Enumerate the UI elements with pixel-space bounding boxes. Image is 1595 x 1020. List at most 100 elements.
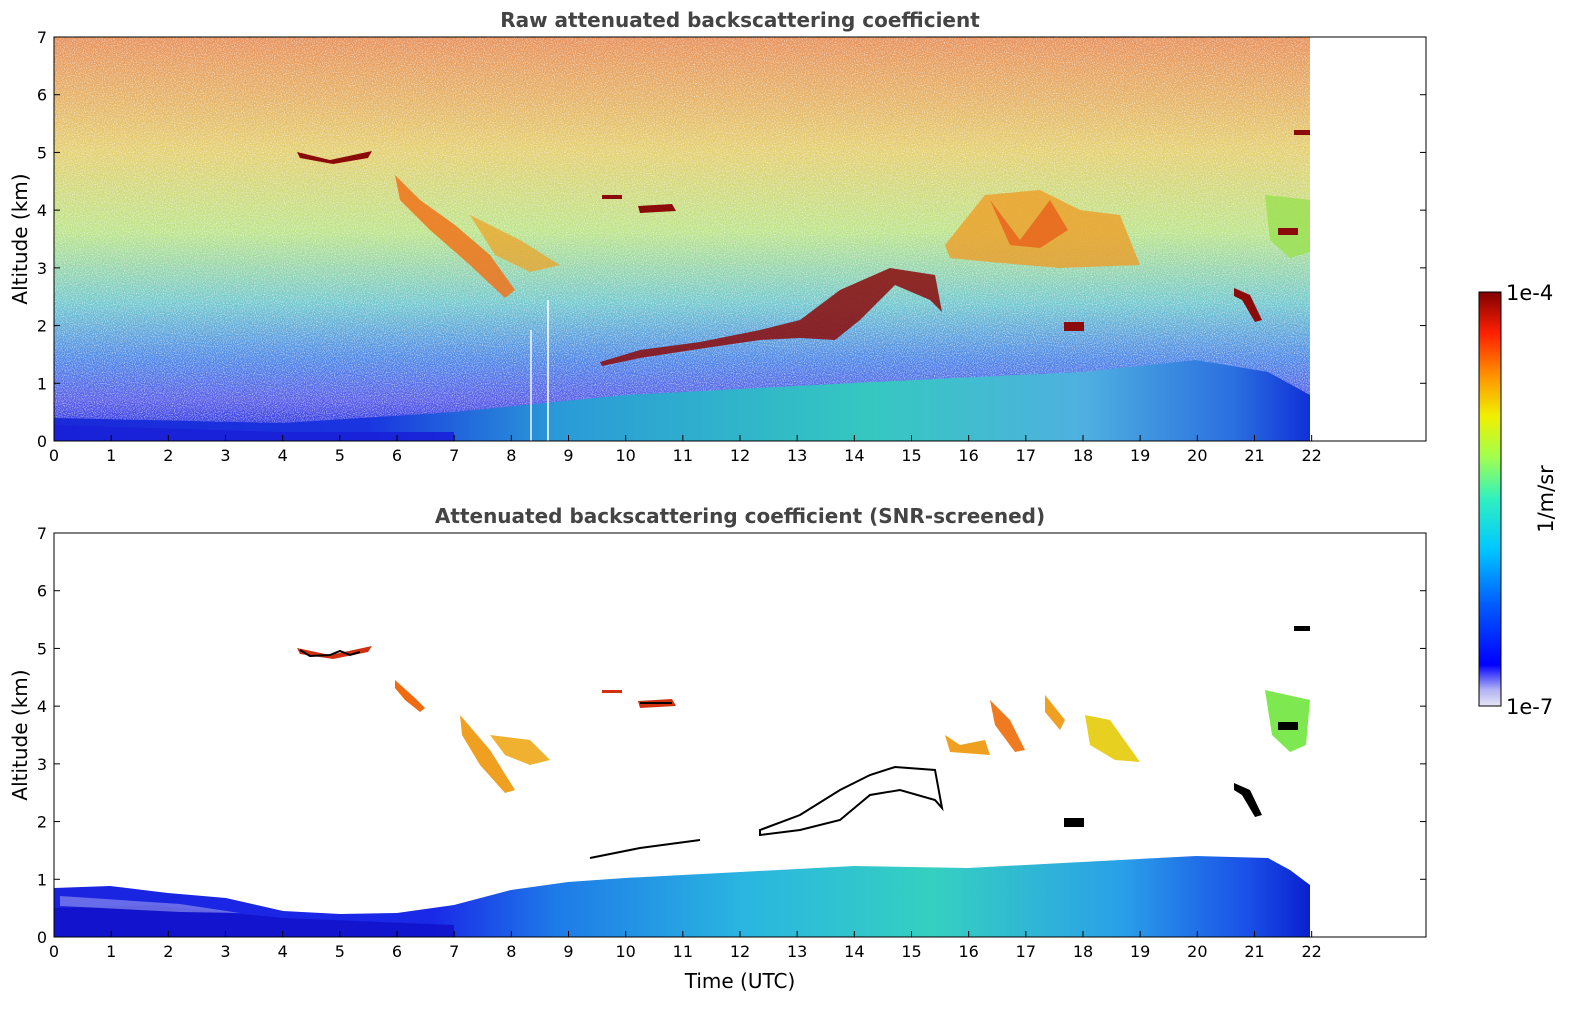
raw-cloud-virga-left xyxy=(395,175,515,298)
raw-ylabel: Altitude (km) xyxy=(8,173,32,304)
raw-cloud-5-3km xyxy=(1294,130,1310,135)
x-tick-label: 20 xyxy=(1187,446,1207,465)
raw-cloud-virga-right-b xyxy=(990,200,1068,248)
y-tick-label: 2 xyxy=(37,813,47,832)
x-tick-label: 10 xyxy=(615,446,635,465)
raw-cloud-rising-layer xyxy=(600,268,942,366)
y-tick-label: 3 xyxy=(37,755,47,774)
colorbar-gradient xyxy=(1478,291,1502,707)
x-tick-label: 12 xyxy=(730,446,750,465)
x-tick-label: 4 xyxy=(278,942,288,961)
x-tick-label: 12 xyxy=(730,942,750,961)
raw-panel-title: Raw attenuated backscattering coefficien… xyxy=(500,8,980,32)
x-tick-label: 11 xyxy=(673,942,693,961)
snr-cloud-5-3km xyxy=(1294,626,1310,631)
x-tick-label: 16 xyxy=(958,942,978,961)
x-tick-label: 16 xyxy=(958,446,978,465)
raw-cloud-18h xyxy=(1064,322,1084,331)
y-tick-label: 4 xyxy=(37,201,47,220)
x-tick-label: 5 xyxy=(335,446,345,465)
raw-ticks: 0 1 2 3 4 5 6 7 8 9 10 11 12 13 14 15 16 17 18 19 20 21 220123… xyxy=(37,28,1426,465)
x-tick-label: 19 xyxy=(1130,942,1150,961)
x-tick-label: 7 xyxy=(449,446,459,465)
y-tick-label: 4 xyxy=(37,697,47,716)
x-tick-label: 0 xyxy=(49,942,59,961)
raw-cloud-10-5h xyxy=(638,204,676,213)
snr-cloud-right-c xyxy=(1045,695,1065,730)
x-tick-label: 8 xyxy=(506,942,516,961)
x-tick-label: 18 xyxy=(1073,446,1093,465)
x-tick-label: 4 xyxy=(278,446,288,465)
x-tick-label: 3 xyxy=(220,446,230,465)
x-tick-label: 21 xyxy=(1244,942,1264,961)
snr-cloud-virga-c xyxy=(490,735,550,765)
raw-boundary-layer xyxy=(54,360,1310,441)
x-tick-label: 17 xyxy=(1016,446,1036,465)
x-tick-label: 14 xyxy=(844,446,864,465)
y-tick-label: 2 xyxy=(37,317,47,336)
raw-cloud-5km xyxy=(297,151,372,164)
raw-cloud-virga-left-b xyxy=(470,215,560,272)
snr-cloud-right-b xyxy=(990,700,1025,752)
x-tick-label: 7 xyxy=(449,942,459,961)
x-tick-label: 22 xyxy=(1301,942,1321,961)
raw-panel: Raw attenuated backscattering coefficien… xyxy=(8,8,1427,465)
snr-surface-layer xyxy=(54,905,454,937)
y-tick-label: 1 xyxy=(37,870,47,889)
x-tick-label: 8 xyxy=(506,446,516,465)
y-tick-label: 7 xyxy=(37,524,47,543)
y-tick-label: 5 xyxy=(37,639,47,658)
x-tick-label: 9 xyxy=(563,446,573,465)
x-tick-label: 10 xyxy=(615,942,635,961)
y-tick-label: 7 xyxy=(37,28,47,47)
snr-cloud-right-a xyxy=(945,735,990,755)
x-tick-label: 1 xyxy=(106,446,116,465)
x-tick-label: 5 xyxy=(335,942,345,961)
x-tick-label: 2 xyxy=(163,446,173,465)
x-tick-label: 9 xyxy=(563,942,573,961)
x-tick-label: 21 xyxy=(1244,446,1264,465)
snr-cloud-virga-b xyxy=(460,715,515,793)
colorbar-unit-label: 1/m/sr xyxy=(1534,465,1558,533)
y-tick-label: 0 xyxy=(37,432,47,451)
snr-cloud-21h xyxy=(1234,783,1262,817)
x-tick-label: 13 xyxy=(787,446,807,465)
x-tick-label: 3 xyxy=(220,942,230,961)
snr-cloud-rising-layer xyxy=(759,765,944,837)
snr-cloud-5km-outline xyxy=(299,649,361,658)
y-tick-label: 6 xyxy=(37,86,47,105)
snr-cloud-21-8h-core xyxy=(1278,722,1298,730)
x-tick-label: 20 xyxy=(1187,942,1207,961)
x-tick-label: 1 xyxy=(106,942,116,961)
x-tick-label: 6 xyxy=(392,942,402,961)
colorbar-max-label: 1e-4 xyxy=(1506,281,1553,305)
y-tick-label: 0 xyxy=(37,928,47,947)
x-tick-label: 2 xyxy=(163,942,173,961)
snr-panel-title: Attenuated backscattering coefficient (S… xyxy=(435,504,1045,528)
snr-cloud-21-5h xyxy=(1265,690,1310,752)
snr-ticks: 0 1 2 3 4 5 6 7 8 9 10 11 12 13 14 15 16 17 18 19 20 21 220123… xyxy=(37,524,1426,961)
x-tick-label: 6 xyxy=(392,446,402,465)
snr-light-band xyxy=(60,896,240,913)
colorbar: 1e-4 1e-7 1/m/sr xyxy=(1478,281,1558,719)
x-tick-label: 0 xyxy=(49,446,59,465)
y-tick-label: 1 xyxy=(37,374,47,393)
y-tick-label: 3 xyxy=(37,259,47,278)
raw-surface-layer xyxy=(54,425,454,441)
raw-cloud-21h xyxy=(1234,288,1262,322)
x-tick-label: 15 xyxy=(901,446,921,465)
x-tick-label: 15 xyxy=(901,942,921,961)
snr-cloud-rising-low xyxy=(589,839,701,859)
x-tick-label: 19 xyxy=(1130,446,1150,465)
raw-heatmap xyxy=(54,37,1310,441)
raw-cloud-21-8h-core xyxy=(1278,228,1298,235)
x-tick-label: 11 xyxy=(673,446,693,465)
raw-cloud-21-5h xyxy=(1265,195,1310,258)
snr-cloud-virga-a xyxy=(395,680,425,712)
snr-boundary-layer xyxy=(54,856,1310,937)
y-tick-label: 5 xyxy=(37,143,47,162)
raw-cloud-9-5h xyxy=(602,195,622,199)
snr-cloud-right-d xyxy=(1085,715,1140,762)
x-tick-label: 13 xyxy=(787,942,807,961)
